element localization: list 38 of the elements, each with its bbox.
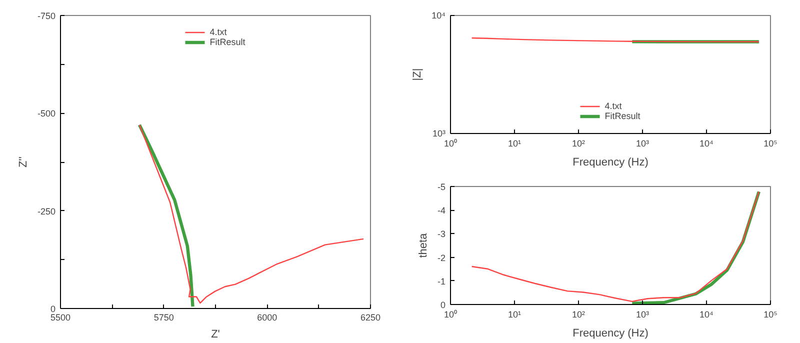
y-axis-title: theta	[418, 232, 430, 258]
x-tick-label: 10⁵	[764, 138, 778, 148]
x-tick-label: 10²	[572, 310, 586, 320]
x-tick-label: 6000	[257, 312, 278, 322]
x-tick-label: 10⁰	[444, 138, 458, 148]
y-tick-label: -5	[438, 182, 446, 192]
y-tick-label: 10⁴	[432, 10, 446, 20]
y-tick-label: -1	[438, 276, 446, 286]
y-tick-label: -500	[37, 108, 56, 119]
y-tick-label: -750	[37, 11, 56, 21]
y-tick-label: -3	[438, 229, 446, 240]
x-tick-label: 5500	[50, 312, 71, 322]
x-axis-title: Frequency (Hz)	[572, 328, 648, 340]
y-tick-label: -250	[37, 206, 56, 216]
y-axis-title: Z''	[17, 156, 30, 168]
legend-label: 4.txt	[210, 27, 228, 37]
x-tick-label: 10²	[572, 138, 586, 148]
y-tick-label: -2	[438, 252, 446, 263]
y-tick-label: -4	[438, 206, 446, 216]
y-tick-label: 0	[50, 304, 56, 314]
legend-label: FitResult	[604, 111, 640, 121]
x-tick-label: 10¹	[508, 310, 522, 320]
x-axis-title: Z'	[211, 328, 220, 340]
x-tick-label: 10³	[636, 310, 650, 320]
x-tick-label: 10⁰	[444, 310, 458, 320]
legend-label: FitResult	[210, 37, 246, 47]
x-tick-label: 10⁴	[700, 310, 714, 320]
y-tick-label: 10³	[432, 128, 446, 138]
legend-label: 4.txt	[604, 101, 623, 111]
x-tick-label: 6250	[360, 312, 381, 322]
x-tick-label: 10¹	[508, 138, 522, 148]
x-axis-title: Frequency (Hz)	[572, 156, 648, 168]
y-axis-title: |Z|	[412, 68, 424, 81]
x-tick-label: 10³	[636, 138, 650, 148]
x-tick-label: 5750	[154, 312, 174, 322]
x-tick-label: 10⁵	[764, 310, 778, 320]
y-tick-label: 0	[440, 300, 446, 310]
x-tick-label: 10⁴	[700, 138, 714, 148]
